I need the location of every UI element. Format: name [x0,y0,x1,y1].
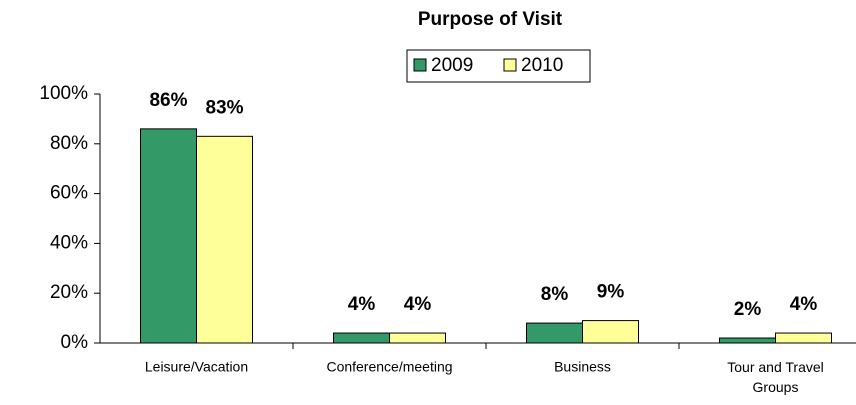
bar [140,128,197,344]
x-tick-label: Tour and Travel Groups [727,359,824,395]
bar [526,322,583,344]
legend-box [406,49,591,83]
value-label: 86% [149,90,187,111]
value-label: 4% [790,294,818,315]
value-label: 8% [541,284,569,305]
value-label: 2% [734,299,762,320]
y-tick-label: 40% [50,232,88,253]
y-tick-label: 20% [50,282,88,303]
x-tick-label: Conference/meeting [326,359,452,375]
value-label: 9% [597,282,625,303]
bar [196,135,253,344]
bar [389,332,446,344]
y-tick-label: 0% [61,332,89,353]
x-tick-label: Leisure/Vacation [145,359,248,375]
value-label: 4% [348,294,376,315]
value-label: 83% [205,97,243,118]
legend-label: 2009 [431,55,473,76]
legend: 2009 2010 [406,49,591,83]
x-tick-label: Business [554,359,611,375]
bar [333,332,390,344]
legend-label: 2010 [521,55,563,76]
bar [719,337,776,344]
legend-swatch [503,58,517,72]
value-label: 4% [404,294,432,315]
y-tick-label: 60% [50,183,88,204]
y-tick-label: 100% [39,83,88,104]
y-tick-label: 80% [50,133,88,154]
legend-swatch [413,58,427,72]
bar [775,332,832,344]
chart-title: Purpose of Visit [418,9,563,30]
bar [582,320,639,344]
